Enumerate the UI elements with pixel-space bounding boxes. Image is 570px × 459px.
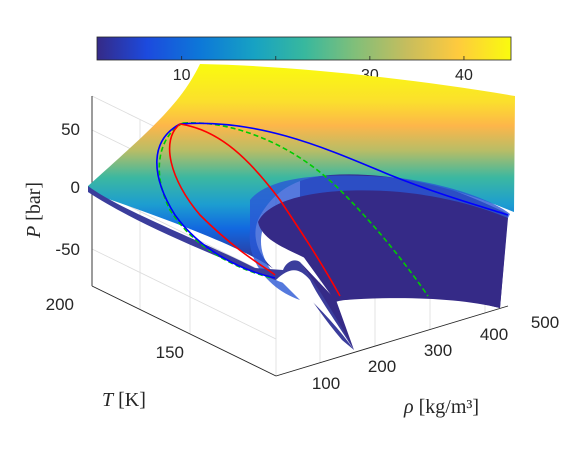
z-tick-labels: 50 0 -50 bbox=[55, 120, 80, 259]
colorbar-tick-label: 40 bbox=[455, 67, 473, 84]
z-tick: 50 bbox=[61, 120, 80, 139]
colorbar bbox=[96, 36, 512, 61]
x-axis-label: ρ [kg/m³] bbox=[403, 396, 479, 418]
z-axis-label: P[bar] bbox=[23, 182, 45, 239]
y-tick: 150 bbox=[156, 343, 184, 362]
blue-curve-left bbox=[156, 123, 276, 279]
z-tick: -50 bbox=[55, 240, 80, 259]
y-tick-labels: 200 150 bbox=[46, 295, 184, 362]
x-tick: 200 bbox=[368, 357, 396, 376]
red-curve-left bbox=[168, 123, 276, 276]
red-curve-right bbox=[179, 123, 341, 297]
y-axis-label: T [K] bbox=[102, 389, 146, 411]
z-tick: 0 bbox=[71, 178, 80, 197]
x-tick: 500 bbox=[531, 313, 559, 332]
green-dashed-curve-right bbox=[182, 122, 429, 297]
x-tick: 100 bbox=[312, 374, 340, 393]
surface-lower-fold bbox=[88, 186, 354, 350]
surface-cut bbox=[276, 270, 354, 350]
surface-transition bbox=[249, 175, 510, 300]
y-tick: 200 bbox=[46, 295, 74, 314]
colorbar-tick-label: 10 bbox=[173, 67, 191, 84]
blue-curve-right bbox=[179, 122, 509, 216]
surface-dark bbox=[258, 190, 508, 308]
x-tick: 300 bbox=[424, 341, 452, 360]
x-tick-labels: 100 200 300 400 500 bbox=[312, 313, 559, 393]
green-dashed-curve-left bbox=[158, 122, 273, 279]
x-tick: 400 bbox=[480, 325, 508, 344]
surface-main bbox=[88, 64, 515, 270]
